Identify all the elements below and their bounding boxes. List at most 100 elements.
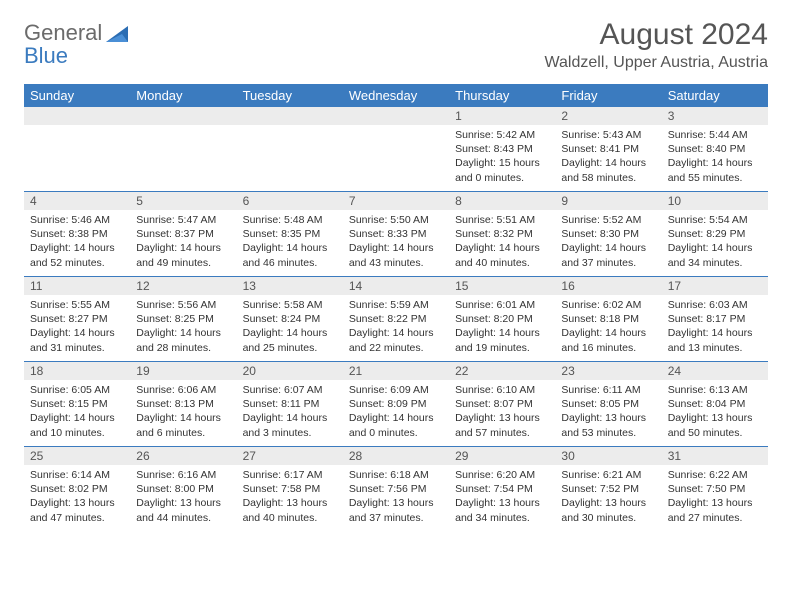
- day-content: Sunrise: 6:05 AMSunset: 8:15 PMDaylight:…: [24, 380, 130, 446]
- day-content: Sunrise: 5:43 AMSunset: 8:41 PMDaylight:…: [555, 125, 661, 191]
- sunset-line: Sunset: 7:50 PM: [668, 482, 762, 496]
- calendar-week-row: 18Sunrise: 6:05 AMSunset: 8:15 PMDayligh…: [24, 362, 768, 447]
- sunrise-line: Sunrise: 5:51 AM: [455, 213, 549, 227]
- sunset-line: Sunset: 8:13 PM: [136, 397, 230, 411]
- day-content: Sunrise: 6:10 AMSunset: 8:07 PMDaylight:…: [449, 380, 555, 446]
- weekday-header: Saturday: [662, 84, 768, 107]
- sunset-line: Sunset: 8:20 PM: [455, 312, 549, 326]
- calendar-day-cell: 9Sunrise: 5:52 AMSunset: 8:30 PMDaylight…: [555, 192, 661, 277]
- logo-text-general: General: [24, 20, 102, 45]
- day-content: Sunrise: 5:54 AMSunset: 8:29 PMDaylight:…: [662, 210, 768, 276]
- day-number: 7: [343, 192, 449, 210]
- sunset-line: Sunset: 8:33 PM: [349, 227, 443, 241]
- day-content: Sunrise: 6:02 AMSunset: 8:18 PMDaylight:…: [555, 295, 661, 361]
- daylight-line: Daylight: 14 hours and 46 minutes.: [243, 241, 337, 269]
- sunrise-line: Sunrise: 6:16 AM: [136, 468, 230, 482]
- day-content: Sunrise: 6:13 AMSunset: 8:04 PMDaylight:…: [662, 380, 768, 446]
- day-content: Sunrise: 5:46 AMSunset: 8:38 PMDaylight:…: [24, 210, 130, 276]
- sunrise-line: Sunrise: 6:18 AM: [349, 468, 443, 482]
- day-number: 15: [449, 277, 555, 295]
- day-number: 28: [343, 447, 449, 465]
- day-number: 24: [662, 362, 768, 380]
- calendar-day-cell: 13Sunrise: 5:58 AMSunset: 8:24 PMDayligh…: [237, 277, 343, 362]
- sunrise-line: Sunrise: 5:52 AM: [561, 213, 655, 227]
- calendar-day-cell: 22Sunrise: 6:10 AMSunset: 8:07 PMDayligh…: [449, 362, 555, 447]
- daylight-line: Daylight: 14 hours and 25 minutes.: [243, 326, 337, 354]
- sunset-line: Sunset: 8:43 PM: [455, 142, 549, 156]
- day-number: 17: [662, 277, 768, 295]
- day-content: Sunrise: 6:01 AMSunset: 8:20 PMDaylight:…: [449, 295, 555, 361]
- daylight-line: Daylight: 13 hours and 34 minutes.: [455, 496, 549, 524]
- sunrise-line: Sunrise: 5:46 AM: [30, 213, 124, 227]
- daylight-line: Daylight: 13 hours and 57 minutes.: [455, 411, 549, 439]
- day-number: 26: [130, 447, 236, 465]
- sunrise-line: Sunrise: 6:10 AM: [455, 383, 549, 397]
- day-number: 23: [555, 362, 661, 380]
- day-number: 27: [237, 447, 343, 465]
- sunrise-line: Sunrise: 5:54 AM: [668, 213, 762, 227]
- sunset-line: Sunset: 7:52 PM: [561, 482, 655, 496]
- sunset-line: Sunset: 8:15 PM: [30, 397, 124, 411]
- daylight-line: Daylight: 13 hours and 47 minutes.: [30, 496, 124, 524]
- calendar-day-cell: 26Sunrise: 6:16 AMSunset: 8:00 PMDayligh…: [130, 447, 236, 532]
- day-content: Sunrise: 6:22 AMSunset: 7:50 PMDaylight:…: [662, 465, 768, 531]
- sunset-line: Sunset: 8:00 PM: [136, 482, 230, 496]
- sunrise-line: Sunrise: 6:17 AM: [243, 468, 337, 482]
- day-content: Sunrise: 5:58 AMSunset: 8:24 PMDaylight:…: [237, 295, 343, 361]
- daylight-line: Daylight: 14 hours and 43 minutes.: [349, 241, 443, 269]
- calendar-day-cell: 27Sunrise: 6:17 AMSunset: 7:58 PMDayligh…: [237, 447, 343, 532]
- sunrise-line: Sunrise: 6:01 AM: [455, 298, 549, 312]
- weekday-header: Thursday: [449, 84, 555, 107]
- day-content: Sunrise: 6:11 AMSunset: 8:05 PMDaylight:…: [555, 380, 661, 446]
- sunrise-line: Sunrise: 6:03 AM: [668, 298, 762, 312]
- sunset-line: Sunset: 7:58 PM: [243, 482, 337, 496]
- daylight-line: Daylight: 14 hours and 40 minutes.: [455, 241, 549, 269]
- daylight-line: Daylight: 14 hours and 0 minutes.: [349, 411, 443, 439]
- day-number: 8: [449, 192, 555, 210]
- calendar-day-cell: 28Sunrise: 6:18 AMSunset: 7:56 PMDayligh…: [343, 447, 449, 532]
- daylight-line: Daylight: 14 hours and 31 minutes.: [30, 326, 124, 354]
- sunset-line: Sunset: 8:24 PM: [243, 312, 337, 326]
- day-content: [343, 125, 449, 191]
- day-content: Sunrise: 5:55 AMSunset: 8:27 PMDaylight:…: [24, 295, 130, 361]
- day-content: [24, 125, 130, 191]
- sunrise-line: Sunrise: 6:05 AM: [30, 383, 124, 397]
- sunrise-line: Sunrise: 5:43 AM: [561, 128, 655, 142]
- day-content: Sunrise: 6:16 AMSunset: 8:00 PMDaylight:…: [130, 465, 236, 531]
- header: General Blue August 2024 Waldzell, Upper…: [24, 18, 768, 72]
- day-content: Sunrise: 5:48 AMSunset: 8:35 PMDaylight:…: [237, 210, 343, 276]
- calendar-day-cell: 30Sunrise: 6:21 AMSunset: 7:52 PMDayligh…: [555, 447, 661, 532]
- calendar-day-cell: [130, 107, 236, 192]
- sunrise-line: Sunrise: 5:44 AM: [668, 128, 762, 142]
- daylight-line: Daylight: 14 hours and 58 minutes.: [561, 156, 655, 184]
- calendar-day-cell: 21Sunrise: 6:09 AMSunset: 8:09 PMDayligh…: [343, 362, 449, 447]
- sunset-line: Sunset: 7:54 PM: [455, 482, 549, 496]
- day-content: Sunrise: 5:50 AMSunset: 8:33 PMDaylight:…: [343, 210, 449, 276]
- calendar-day-cell: 24Sunrise: 6:13 AMSunset: 8:04 PMDayligh…: [662, 362, 768, 447]
- day-number: 1: [449, 107, 555, 125]
- title-block: August 2024 Waldzell, Upper Austria, Aus…: [545, 18, 769, 72]
- day-number: 25: [24, 447, 130, 465]
- daylight-line: Daylight: 14 hours and 19 minutes.: [455, 326, 549, 354]
- sunrise-line: Sunrise: 6:06 AM: [136, 383, 230, 397]
- calendar-day-cell: 29Sunrise: 6:20 AMSunset: 7:54 PMDayligh…: [449, 447, 555, 532]
- day-number: [130, 107, 236, 125]
- day-content: Sunrise: 5:52 AMSunset: 8:30 PMDaylight:…: [555, 210, 661, 276]
- sunset-line: Sunset: 7:56 PM: [349, 482, 443, 496]
- calendar-day-cell: 14Sunrise: 5:59 AMSunset: 8:22 PMDayligh…: [343, 277, 449, 362]
- day-number: 11: [24, 277, 130, 295]
- day-content: Sunrise: 5:56 AMSunset: 8:25 PMDaylight:…: [130, 295, 236, 361]
- daylight-line: Daylight: 14 hours and 13 minutes.: [668, 326, 762, 354]
- daylight-line: Daylight: 14 hours and 16 minutes.: [561, 326, 655, 354]
- day-number: 18: [24, 362, 130, 380]
- sunset-line: Sunset: 8:37 PM: [136, 227, 230, 241]
- calendar-day-cell: 6Sunrise: 5:48 AMSunset: 8:35 PMDaylight…: [237, 192, 343, 277]
- daylight-line: Daylight: 14 hours and 22 minutes.: [349, 326, 443, 354]
- day-number: 9: [555, 192, 661, 210]
- daylight-line: Daylight: 14 hours and 3 minutes.: [243, 411, 337, 439]
- sunset-line: Sunset: 8:29 PM: [668, 227, 762, 241]
- daylight-line: Daylight: 14 hours and 49 minutes.: [136, 241, 230, 269]
- day-content: Sunrise: 6:20 AMSunset: 7:54 PMDaylight:…: [449, 465, 555, 531]
- day-content: Sunrise: 6:03 AMSunset: 8:17 PMDaylight:…: [662, 295, 768, 361]
- calendar-day-cell: 3Sunrise: 5:44 AMSunset: 8:40 PMDaylight…: [662, 107, 768, 192]
